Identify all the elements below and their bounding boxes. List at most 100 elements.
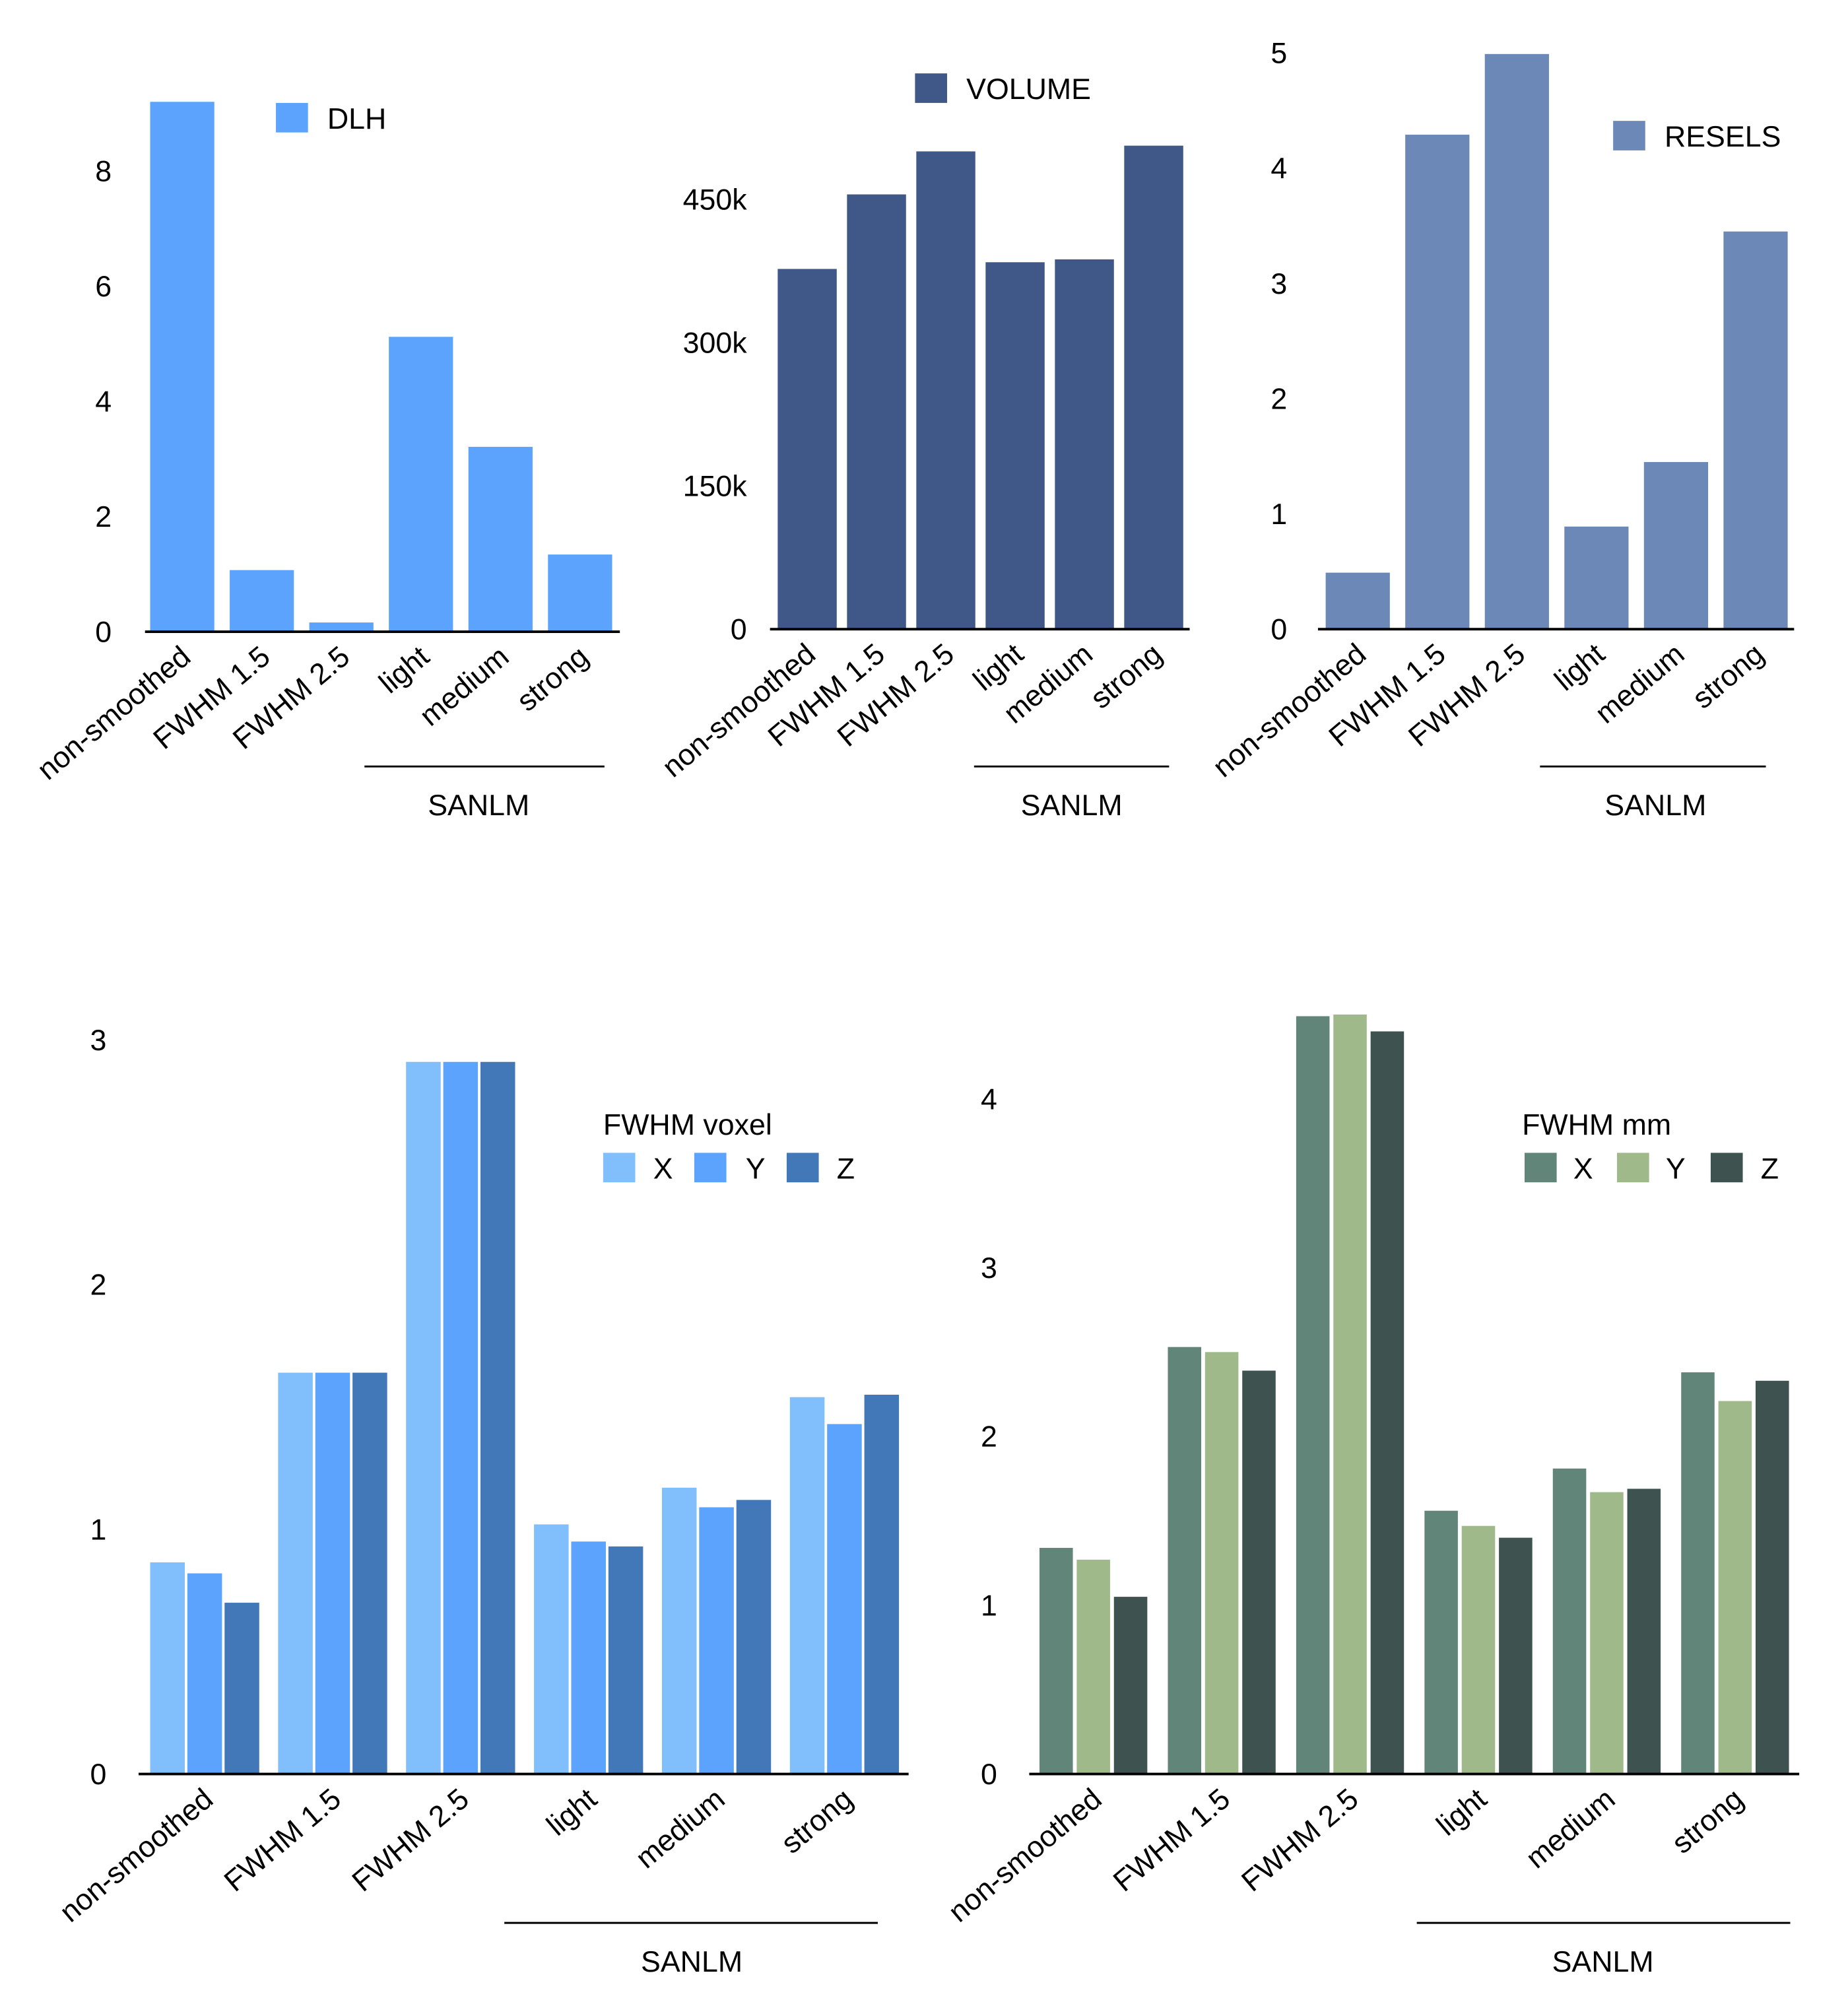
y-tick-label: 0	[731, 614, 747, 646]
x-tick-label: medium	[630, 1782, 731, 1875]
bar-z	[736, 1500, 772, 1774]
legend-swatch	[1613, 121, 1645, 150]
bar-dlh	[150, 102, 214, 632]
x-tick-label: FWHM 2.5	[1236, 1782, 1364, 1898]
y-tick-label: 0	[95, 617, 112, 649]
x-tick-label: non-smoothed	[54, 1782, 220, 1928]
x-tick-label: non-smoothed	[942, 1782, 1108, 1928]
bar-resels	[1484, 53, 1549, 630]
bar-y	[827, 1424, 862, 1774]
x-tick-label: light	[541, 1782, 603, 1842]
bar-volume	[777, 269, 837, 630]
bar-y	[187, 1573, 222, 1774]
bar-y	[1204, 1352, 1239, 1774]
bar-volume	[1055, 259, 1114, 630]
y-tick-label: 3	[1270, 268, 1287, 300]
bar-dlh	[309, 622, 374, 632]
bar-z	[1370, 1031, 1404, 1774]
x-tick-label: FWHM 1.5	[1107, 1782, 1236, 1898]
y-tick-label: 2	[1270, 383, 1287, 415]
legend-label: Z	[1761, 1152, 1779, 1185]
y-tick-label: 3	[90, 1024, 107, 1057]
bar-dlh	[468, 446, 533, 632]
y-tick-label: 3	[981, 1252, 997, 1285]
bar-y	[1076, 1559, 1110, 1774]
legend-swatch	[1710, 1152, 1743, 1183]
bar-y	[699, 1507, 734, 1774]
group-label: SANLM	[641, 1946, 742, 1978]
bar-x	[789, 1397, 825, 1774]
x-tick-label: strong	[1666, 1782, 1750, 1859]
legend-label: Z	[837, 1152, 855, 1185]
bar-z	[864, 1394, 900, 1774]
legend-swatch	[276, 102, 308, 133]
y-tick-label: 150k	[683, 471, 748, 503]
bar-z	[352, 1372, 387, 1774]
bar-y	[1590, 1492, 1624, 1774]
group-label: SANLM	[428, 789, 529, 822]
y-tick-label: 6	[95, 271, 112, 303]
y-tick-label: 300k	[683, 327, 748, 359]
bar-volume	[847, 194, 906, 630]
legend-swatch	[1525, 1152, 1557, 1183]
legend-label: X	[1573, 1152, 1593, 1185]
bar-x	[534, 1524, 569, 1774]
legend-label: VOLUME	[966, 73, 1091, 106]
y-tick-label: 1	[90, 1514, 107, 1546]
bar-z	[480, 1061, 515, 1774]
bar-x	[406, 1061, 441, 1774]
x-tick-label: strong	[511, 640, 595, 718]
bar-volume	[985, 262, 1045, 630]
legend-label: RESELS	[1665, 121, 1781, 153]
bar-y	[1461, 1525, 1496, 1774]
bar-x	[1681, 1372, 1715, 1774]
y-tick-label: 1	[1270, 498, 1287, 531]
legend-title: FWHM mm	[1522, 1109, 1671, 1141]
bar-x	[150, 1562, 185, 1774]
x-tick-label: strong	[1084, 638, 1168, 715]
bar-y	[1333, 1014, 1367, 1774]
y-tick-label: 4	[981, 1083, 997, 1116]
bar-y	[1718, 1401, 1752, 1774]
x-tick-label: light	[373, 640, 436, 700]
bar-resels	[1325, 572, 1390, 630]
y-tick-label: 0	[1270, 614, 1287, 646]
legend-swatch	[786, 1152, 819, 1183]
y-tick-label: 2	[981, 1421, 997, 1453]
bar-volume	[916, 151, 975, 630]
y-tick-label: 4	[1270, 152, 1287, 185]
x-tick-label: strong	[1686, 638, 1770, 715]
bar-z	[608, 1546, 644, 1774]
x-tick-label: FWHM 1.5	[218, 1782, 347, 1898]
bar-y	[571, 1541, 606, 1774]
x-tick-label: FWHM 2.5	[346, 1782, 475, 1898]
bar-x	[1168, 1347, 1201, 1774]
legend-swatch	[603, 1152, 636, 1183]
bar-resels	[1564, 526, 1629, 630]
bar-dlh	[230, 570, 294, 632]
group-label: SANLM	[1021, 789, 1123, 822]
bar-y	[315, 1372, 350, 1774]
x-tick-label: medium	[1589, 638, 1690, 730]
y-tick-label: 2	[90, 1269, 107, 1302]
bar-y	[443, 1061, 478, 1774]
y-tick-label: 0	[90, 1758, 107, 1791]
bar-x	[1040, 1547, 1073, 1774]
legend-swatch	[915, 73, 947, 103]
legend-label: DLH	[327, 103, 386, 135]
bar-x	[278, 1372, 313, 1774]
x-tick-label: strong	[776, 1782, 859, 1859]
legend-label: Y	[746, 1152, 766, 1185]
y-tick-label: 4	[95, 386, 112, 418]
bar-dlh	[548, 554, 612, 632]
bar-resels	[1643, 461, 1709, 630]
legend-label: Y	[1666, 1152, 1686, 1185]
legend-swatch	[1617, 1152, 1649, 1183]
x-tick-label: light	[1549, 638, 1612, 698]
legend-label: X	[653, 1152, 673, 1185]
bar-z	[1627, 1488, 1661, 1774]
